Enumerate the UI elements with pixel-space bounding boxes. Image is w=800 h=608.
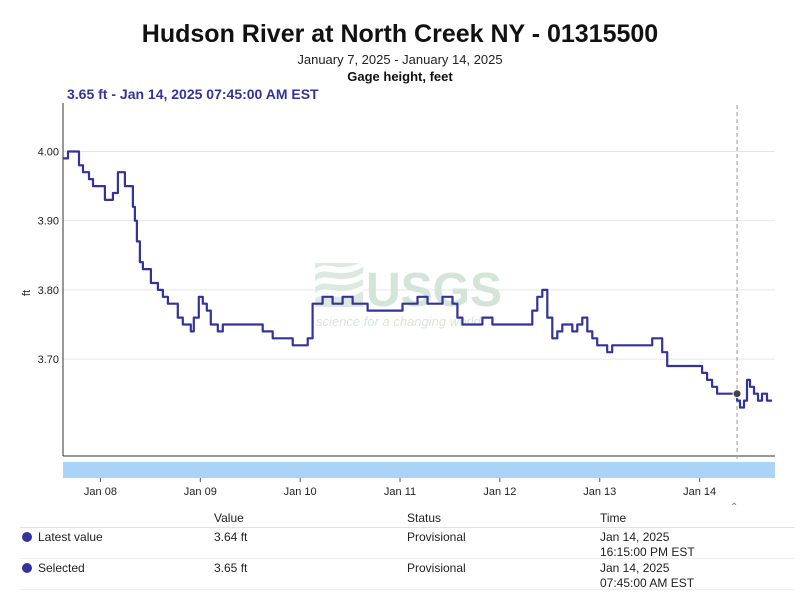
selected-point-marker	[732, 389, 742, 399]
usgs-watermark: USGS science for a changing world	[315, 261, 502, 329]
header-status: Status	[407, 511, 442, 525]
x-tick-label: Jan 08	[84, 486, 117, 498]
time-range-selector[interactable]	[63, 462, 775, 478]
table-row-latest: Latest value 3.64 ft Provisional Jan 14,…	[20, 528, 795, 559]
x-axis-ticks: Jan 08 Jan 09 Jan 10 Jan 11 Jan 12 Jan 13 Jan …	[84, 478, 716, 498]
value-table: Value Status Time Latest value 3.64 ft P…	[20, 511, 795, 590]
x-tick-label: Jan 13	[583, 486, 616, 498]
hydrograph-chart[interactable]: USGS science for a changing world 3.703.…	[0, 100, 800, 500]
row-status: Provisional	[407, 530, 466, 544]
table-row-selected: Selected 3.65 ft Provisional Jan 14, 202…	[20, 559, 795, 590]
watermark-tagline: science for a changing world	[316, 314, 482, 329]
row-time: Jan 14, 2025 07:45:00 AM EST	[600, 561, 695, 590]
y-axis-label: ft	[21, 290, 33, 296]
series-dot-icon	[22, 563, 32, 573]
y-tick-label: 3.90	[38, 216, 59, 228]
row-value: 3.64 ft	[214, 530, 248, 544]
gridlines	[63, 150, 775, 360]
x-tick-label: Jan 09	[184, 486, 217, 498]
parameter-label: Gage height, feet	[347, 69, 453, 84]
y-axis-ticks: 3.70 3.80 3.90 4.00	[38, 146, 59, 366]
watermark-text: USGS	[366, 264, 502, 317]
table-header: Value Status Time	[20, 511, 795, 528]
chevron-up-icon[interactable]: ⌃	[730, 502, 739, 513]
x-tick-label: Jan 14	[683, 486, 716, 498]
header-time: Time	[600, 511, 627, 525]
y-tick-label: 3.70	[38, 354, 59, 366]
y-tick-label: 3.80	[38, 285, 59, 297]
header-value: Value	[214, 511, 244, 525]
row-status: Provisional	[407, 561, 466, 575]
x-tick-label: Jan 10	[284, 486, 317, 498]
y-tick-label: 4.00	[38, 146, 59, 158]
row-name: Latest value	[22, 530, 103, 545]
date-range: January 7, 2025 - January 14, 2025	[297, 52, 503, 67]
row-name: Selected	[22, 561, 85, 576]
gage-height-line	[63, 150, 772, 409]
chart-title: Hudson River at North Creek NY - 0131550…	[141, 20, 659, 48]
series-dot-icon	[22, 532, 32, 542]
x-tick-label: Jan 11	[384, 486, 416, 498]
row-value: 3.65 ft	[214, 561, 248, 575]
selected-value-readout: 3.65 ft - Jan 14, 2025 07:45:00 AM EST	[67, 86, 319, 102]
x-tick-label: Jan 12	[483, 486, 516, 498]
row-time: Jan 14, 2025 16:15:00 PM EST	[600, 530, 695, 559]
